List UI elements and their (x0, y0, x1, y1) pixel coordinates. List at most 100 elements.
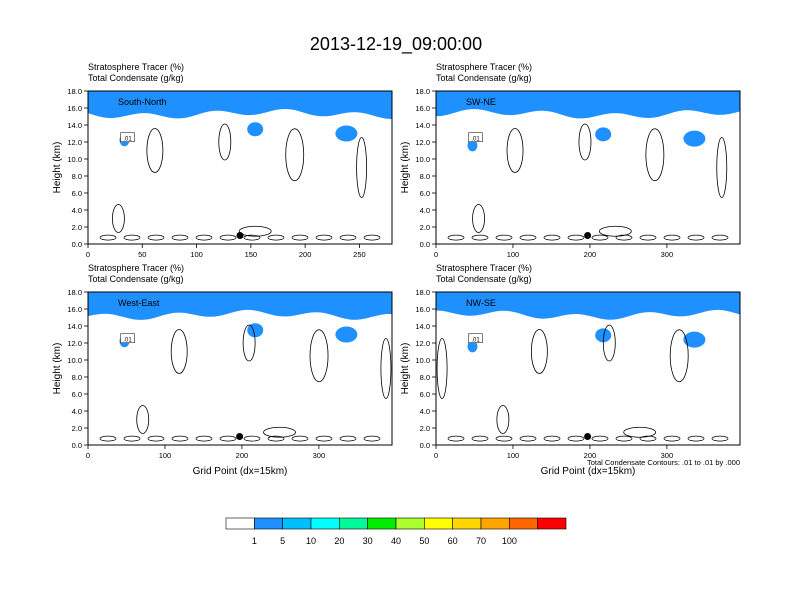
condensate-contour (645, 128, 665, 182)
location-marker (584, 232, 592, 239)
tracer-band (436, 292, 740, 320)
colorbar-label: 10 (306, 536, 316, 546)
condensate-contour (495, 435, 513, 442)
colorbar-label: 1 (252, 536, 257, 546)
y-tick-label: 4.0 (72, 206, 82, 215)
y-tick-label: 0.0 (420, 441, 430, 450)
panels: .01 South-North 0.0 2.0 4.0 6.0 8.0 10.0 12.0 14.… (52, 62, 741, 477)
condensate-contour (495, 234, 513, 241)
colorbar-swatch (225, 517, 255, 530)
tracer-band (88, 292, 392, 320)
tracer-band (88, 292, 392, 293)
condensate-contour (669, 329, 689, 383)
condensate-contour (602, 324, 616, 362)
plot-frame (87, 291, 393, 446)
x-tick-label: 300 (661, 250, 674, 259)
tracer-intrusion (467, 340, 478, 353)
y-tick-label: 8.0 (72, 172, 82, 181)
tracer-intrusion (335, 326, 358, 343)
y-tick-label: 0.0 (72, 240, 82, 249)
y-tick-label: 12.0 (415, 339, 430, 348)
y-tick-label: 16.0 (415, 104, 430, 113)
x-axis-label: Grid Point (dx=15km) (193, 466, 288, 477)
condensate-contour (243, 435, 261, 442)
plot-area: .01 (436, 292, 740, 442)
condensate-contour (315, 435, 333, 442)
colorbar-swatch (509, 517, 538, 530)
colorbar-label: 20 (334, 536, 344, 546)
y-tick-label: 18.0 (415, 87, 430, 96)
plot-frame (435, 90, 741, 245)
panel-title-line2: Total Condensate (g/kg) (436, 73, 532, 83)
tracer-intrusion (683, 331, 706, 348)
y-tick-label: 12.0 (415, 138, 430, 147)
y-tick-label: 14.0 (67, 121, 82, 130)
y-tick-label: 8.0 (420, 172, 430, 181)
condensate-contour (530, 329, 548, 374)
tracer-intrusion (247, 122, 264, 137)
y-tick-label: 18.0 (67, 288, 82, 297)
y-tick-label: 4.0 (72, 407, 82, 416)
condensate-contour (591, 435, 609, 442)
y-tick-label: 14.0 (415, 322, 430, 331)
y-tick-label: 6.0 (72, 189, 82, 198)
x-tick-label: 50 (138, 250, 146, 259)
colorbar-swatch (339, 517, 368, 530)
plot-area: .01 (88, 292, 392, 442)
y-tick-label: 8.0 (420, 373, 430, 382)
y-tick-label: 16.0 (415, 305, 430, 314)
panel-1: .01 South-North 0.0 2.0 4.0 6.0 8.0 10.0 12.0 14.… (52, 62, 393, 259)
condensate-contour (147, 435, 165, 442)
condensate-contour (663, 234, 681, 241)
condensate-contour (543, 234, 561, 241)
plot-area: .01 (88, 91, 392, 241)
y-axis-label: Height (km) (400, 142, 411, 194)
cross-section-label: NW-SE (466, 298, 496, 308)
condensate-contour (471, 234, 489, 241)
colorbar-swatch (480, 517, 510, 530)
colorbar-swatch (424, 517, 453, 530)
condensate-contour (315, 234, 333, 241)
location-marker (584, 433, 592, 440)
tracer-intrusion (683, 130, 706, 147)
tracer-band (88, 91, 392, 119)
condensate-contour (716, 137, 728, 198)
y-tick-label: 2.0 (72, 424, 82, 433)
condensate-contour (147, 234, 165, 241)
condensate-contour (195, 234, 213, 241)
x-axis-label: Grid Point (dx=15km) (541, 466, 636, 477)
condensate-contour (99, 435, 117, 442)
condensate-contour (99, 234, 117, 241)
y-tick-label: 14.0 (67, 322, 82, 331)
colorbar-swatch (537, 517, 567, 530)
condensate-contour (309, 329, 329, 383)
condensate-contour (219, 234, 237, 241)
condensate-contour (267, 435, 285, 442)
condensate-contour (506, 128, 524, 173)
condensate-contour (291, 234, 309, 241)
condensate-contour (711, 234, 729, 241)
x-tick-label: 200 (236, 451, 249, 460)
tracer-intrusion (595, 328, 612, 343)
cross-section-label: SW-NE (466, 97, 496, 107)
footnote: Total Condensate Contours: .01 to .01 by… (587, 458, 740, 467)
contour-label-box (468, 333, 483, 343)
location-marker (236, 433, 244, 440)
y-axis-label: Height (km) (52, 142, 63, 194)
condensate-contour (543, 435, 561, 442)
condensate-contour (447, 435, 465, 442)
condensate-contour (471, 435, 489, 442)
condensate-contour (567, 234, 585, 241)
x-tick-label: 100 (159, 451, 172, 460)
y-tick-label: 0.0 (420, 240, 430, 249)
condensate-contour (623, 426, 657, 438)
y-tick-label: 4.0 (420, 206, 430, 215)
condensate-contour (363, 234, 381, 241)
colorbar-label: 70 (476, 536, 486, 546)
y-tick-label: 2.0 (420, 223, 430, 232)
y-tick-label: 12.0 (67, 339, 82, 348)
condensate-contour (472, 204, 485, 233)
condensate-contour (567, 435, 585, 442)
tracer-intrusion (595, 127, 612, 142)
